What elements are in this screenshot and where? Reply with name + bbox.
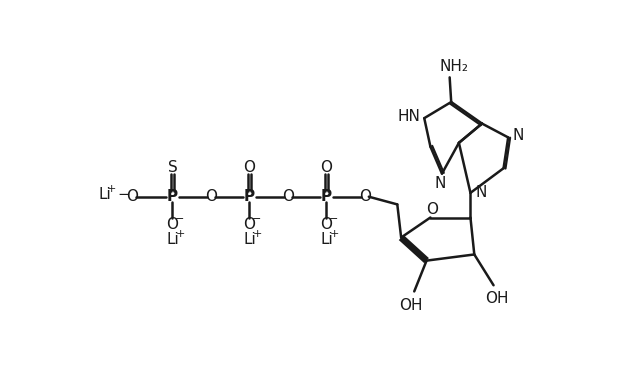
- Text: N: N: [435, 176, 446, 191]
- Text: N: N: [476, 185, 487, 200]
- Text: OH: OH: [485, 291, 508, 307]
- Text: O: O: [243, 160, 255, 175]
- Text: O: O: [125, 189, 138, 204]
- Text: O: O: [282, 189, 294, 204]
- Text: OH: OH: [399, 298, 423, 313]
- Text: Li: Li: [99, 187, 111, 202]
- Text: O: O: [359, 189, 371, 204]
- Text: +: +: [330, 229, 339, 239]
- Text: S: S: [168, 160, 177, 175]
- Text: −: −: [329, 214, 338, 224]
- Text: Li: Li: [243, 232, 256, 247]
- Text: P: P: [321, 189, 332, 204]
- Text: Li: Li: [320, 232, 333, 247]
- Text: −: −: [175, 214, 184, 224]
- Text: O: O: [321, 160, 332, 175]
- Text: O: O: [205, 189, 217, 204]
- Text: P: P: [244, 189, 255, 204]
- Text: O: O: [166, 217, 179, 232]
- Text: NH₂: NH₂: [439, 59, 468, 74]
- Text: HN: HN: [397, 109, 420, 124]
- Text: O: O: [426, 202, 438, 217]
- Text: O: O: [243, 217, 255, 232]
- Text: Li: Li: [166, 232, 179, 247]
- Text: +: +: [175, 229, 185, 239]
- Text: −: −: [252, 214, 261, 224]
- Text: +: +: [252, 229, 262, 239]
- Text: P: P: [167, 189, 178, 204]
- Text: −: −: [118, 187, 131, 202]
- Text: +: +: [107, 184, 116, 194]
- Text: N: N: [513, 128, 524, 144]
- Text: O: O: [321, 217, 332, 232]
